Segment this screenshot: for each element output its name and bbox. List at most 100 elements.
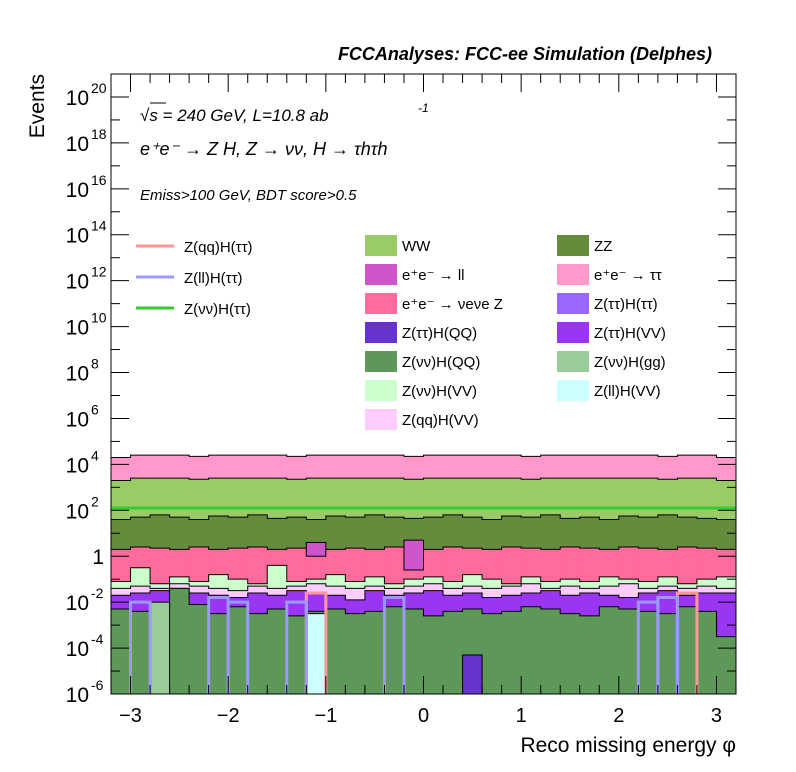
series-outline (111, 454, 736, 458)
histogram-bin (130, 611, 151, 694)
energy-label: √s = 240 GeV, L=10.8 ab (140, 106, 329, 125)
signal-bin (285, 600, 308, 694)
chart-title: FCCAnalyses: FCC-ee Simulation (Delphes) (338, 44, 712, 64)
signal-bin (656, 596, 679, 694)
x-tick-label: 3 (711, 705, 722, 727)
y-tick-exponent: 16 (91, 172, 107, 188)
process-label: e⁺e⁻ → Z H, Z → νν, H → τhτh (140, 139, 388, 159)
legend-swatch (365, 264, 397, 285)
legend-label: Z(νν)H(ττ) (184, 301, 251, 318)
series-outline (111, 583, 736, 592)
series-outline (111, 514, 736, 520)
legend-label: Z(ττ)H(QQ) (402, 325, 477, 342)
legend: Z(qq)H(ττ) Z(ll)H(ττ) Z(νν)H(ττ) WW ZZ e⁺e⁻ →… (136, 235, 666, 430)
y-axis-label: Events (26, 74, 49, 138)
legend-label: Z(νν)H(QQ) (402, 354, 480, 371)
legend-label: Z(qq)H(ττ) (184, 239, 253, 256)
y-tick-label: 10 (66, 638, 89, 661)
histogram-bin (677, 606, 698, 694)
y-tick-label: 10 (66, 500, 89, 523)
legend-swatch (365, 235, 397, 256)
histogram-bin (111, 609, 132, 694)
legend-swatch (365, 409, 397, 430)
histogram-bin (521, 606, 542, 694)
histogram-bin (560, 613, 581, 694)
legend-label: ZZ (594, 238, 612, 255)
spike-bar (149, 601, 171, 694)
legend-label: Z(ll)H(ττ) (184, 270, 243, 287)
histogram-bin (657, 613, 678, 694)
histogram-bin (286, 615, 307, 694)
histogram-bin (696, 611, 717, 694)
histogram-bin (247, 613, 268, 694)
signal-bin (382, 596, 406, 694)
y-tick-label: 10 (66, 179, 89, 202)
y-tick-label: 10 (66, 225, 89, 248)
signal-bin (226, 600, 250, 694)
spike-bar (305, 541, 327, 557)
x-tick-label: 0 (418, 705, 429, 727)
y-tick-exponent: -4 (91, 631, 104, 647)
x-tick-label: 2 (613, 705, 624, 727)
histogram-bin (443, 611, 464, 694)
y-tick-exponent: 6 (91, 401, 99, 417)
y-tick-label: 10 (66, 133, 89, 156)
y-tick-exponent: 4 (91, 447, 99, 463)
y-tick-label: 10 (66, 454, 89, 477)
histogram-bin (169, 588, 190, 694)
legend-label: WW (402, 238, 431, 255)
annotations: √s = 240 GeV, L=10.8 ab -1 e⁺e⁻ → Z H, Z →… (140, 101, 429, 204)
histogram-bars (111, 454, 736, 694)
x-tick-label: −3 (119, 705, 142, 727)
legend-swatch (365, 293, 397, 314)
histogram-bin (364, 611, 385, 694)
legend-label: Z(νν)H(gg) (594, 354, 666, 371)
cut-label: Emiss>100 GeV, BDT score>0.5 (140, 187, 357, 204)
y-tick-label: 10 (66, 408, 89, 431)
histogram-bin (403, 609, 424, 694)
histogram-bin (579, 615, 600, 694)
legend-label: e⁺e⁻ → ττ (594, 267, 662, 284)
histogram-bin (345, 613, 366, 694)
spike-bar (403, 539, 424, 571)
y-tick-label: 1 (92, 546, 104, 569)
legend-swatch (365, 380, 397, 401)
histogram-bin (325, 609, 346, 694)
y-tick-label: 10 (66, 317, 89, 340)
legend-swatch (557, 264, 589, 285)
legend-label: Z(ττ)H(ττ) (594, 296, 658, 313)
histogram-bin (267, 609, 288, 694)
series-outline (111, 587, 736, 601)
legend-label: e⁺e⁻ → νeνe Z (402, 296, 503, 313)
y-tick-exponent: -6 (91, 677, 104, 693)
y-tick-label: 10 (66, 271, 89, 294)
signal-bin (129, 600, 152, 694)
luminosity-exponent: -1 (418, 101, 429, 115)
y-tick-exponent: -2 (91, 585, 104, 601)
x-tick-label: 1 (516, 705, 527, 727)
plot-area (111, 454, 736, 694)
legend-swatch (557, 293, 589, 314)
histogram-bin (423, 615, 444, 694)
legend-swatch (365, 351, 397, 372)
y-tick-exponent: 10 (91, 310, 107, 326)
y-tick-label: 10 (66, 592, 89, 615)
legend-label: Z(ll)H(VV) (594, 383, 661, 400)
series-outline (111, 587, 736, 638)
legend-swatch (557, 380, 589, 401)
y-tick-label: 10 (66, 684, 89, 707)
histogram-bin (384, 606, 405, 694)
spike-bar (305, 613, 327, 694)
histogram-bin (599, 606, 620, 694)
y-tick-exponent: 12 (91, 264, 107, 280)
legend-swatch (557, 322, 589, 343)
y-tick-exponent: 2 (91, 493, 99, 509)
y-tick-exponent: 20 (91, 80, 107, 96)
histogram-bin (540, 609, 561, 694)
histogram-bin (716, 636, 736, 694)
x-axis-label: Reco missing energy φ (520, 734, 736, 757)
y-tick-exponent: 8 (91, 356, 99, 372)
y-tick-exponent: 14 (91, 218, 107, 234)
